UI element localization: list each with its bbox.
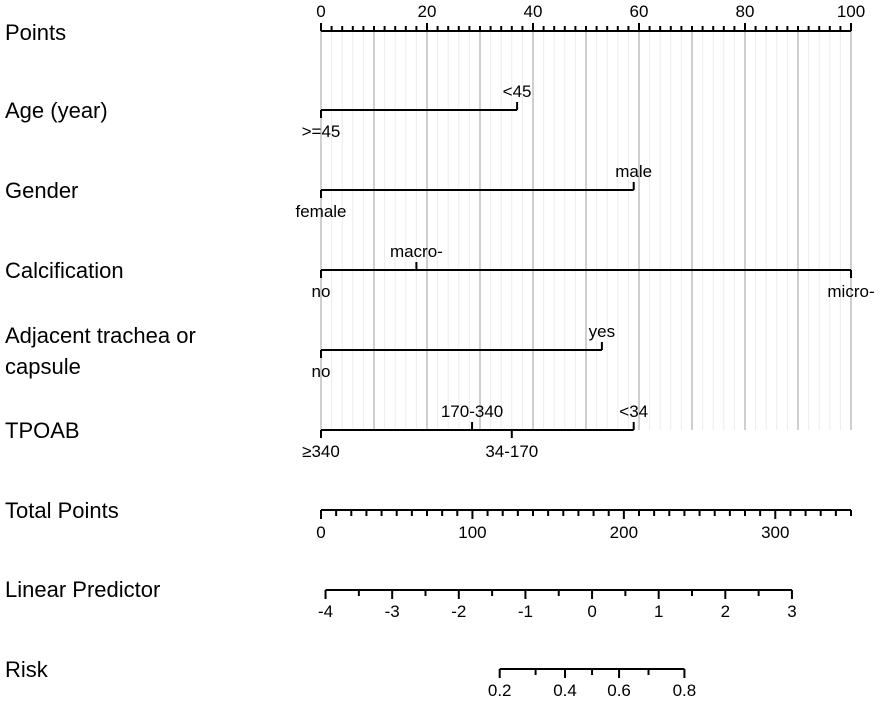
level-label: no — [312, 362, 331, 381]
level-label: 170-340 — [441, 402, 503, 421]
total-points-tick-label: 300 — [761, 523, 789, 542]
level-label: male — [615, 162, 652, 181]
linear-predictor-tick-label: 1 — [654, 602, 663, 621]
predictor-label-line: Gender — [5, 178, 78, 203]
grid-lines — [320, 31, 852, 430]
points-tick-label: 0 — [316, 2, 325, 21]
risk-tick-label: 0.2 — [488, 681, 512, 700]
linear-predictor-tick-label: 0 — [587, 602, 596, 621]
predictor-label-line: Adjacent trachea or — [5, 323, 196, 348]
linear-predictor-tick-label: 3 — [787, 602, 796, 621]
predictor-label: Gender — [5, 178, 78, 203]
predictor-label-line: Calcification — [5, 258, 124, 283]
predictor-label: TPOAB — [5, 418, 80, 443]
risk-tick-label: 0.4 — [553, 681, 577, 700]
predictor-label: Adjacent trachea or capsule — [5, 323, 196, 379]
predictor-label-line: TPOAB — [5, 418, 80, 443]
total-points-label: Total Points — [5, 498, 119, 523]
total-points-tick-label: 200 — [610, 523, 638, 542]
total-points-tick-label: 100 — [458, 523, 486, 542]
risk-label: Risk — [5, 657, 49, 682]
points-tick-label: 20 — [418, 2, 437, 21]
level-label: no — [312, 282, 331, 301]
linear-predictor-tick-label: -1 — [518, 602, 533, 621]
predictor-label: Calcification — [5, 258, 124, 283]
linear-predictor-tick-label: 2 — [721, 602, 730, 621]
predictor-label-line: capsule — [5, 354, 81, 379]
level-label: ≥340 — [302, 442, 340, 461]
predictor-row: Age (year) >=45 <45 — [5, 82, 532, 141]
predictor-row: Gender female male — [5, 162, 652, 221]
risk-axis: 0.2 0.4 0.6 0.8 — [488, 668, 697, 700]
level-label: female — [295, 202, 346, 221]
total-points-axis: 0 100 200 300 — [316, 509, 852, 542]
points-label: Points — [5, 20, 66, 45]
total-points-tick-label: 0 — [316, 523, 325, 542]
points-tick-label: 100 — [837, 2, 865, 21]
predictor-rows: Age (year) >=45 <45 Gender female male Calcifi… — [5, 82, 875, 461]
level-label: >=45 — [302, 122, 341, 141]
points-tick-label: 40 — [524, 2, 543, 21]
linear-predictor-tick-label: -3 — [385, 602, 400, 621]
level-label: macro- — [390, 242, 443, 261]
predictor-row: Calcification no macro-micro- — [5, 242, 875, 301]
level-label: <34 — [619, 402, 648, 421]
linear-predictor-axis: -4 -3 -2 -1 0 1 2 3 — [318, 589, 797, 621]
predictor-label: Age (year) — [5, 98, 108, 123]
level-label: micro- — [827, 282, 874, 301]
risk-tick-label: 0.6 — [607, 681, 631, 700]
linear-predictor-label: Linear Predictor — [5, 577, 160, 602]
level-label: yes — [589, 322, 615, 341]
predictor-row: TPOAB ≥340 170-340 34-170 <34 — [5, 402, 648, 461]
predictor-label-line: Age (year) — [5, 98, 108, 123]
level-label: 34-170 — [485, 442, 538, 461]
points-axis: 0 20 40 60 80 100 — [316, 2, 865, 32]
level-label: <45 — [503, 82, 532, 101]
points-tick-label: 60 — [630, 2, 649, 21]
linear-predictor-tick-label: -4 — [318, 602, 333, 621]
predictor-row: Adjacent trachea or capsule no yes — [5, 322, 615, 381]
points-tick-label: 80 — [736, 2, 755, 21]
linear-predictor-tick-label: -2 — [451, 602, 466, 621]
risk-tick-label: 0.8 — [673, 681, 697, 700]
